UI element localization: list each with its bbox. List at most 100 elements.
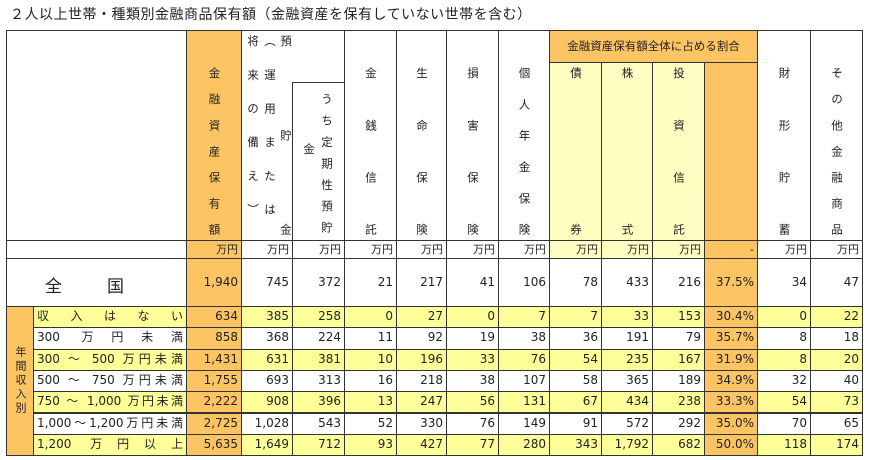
national-value: 78 <box>549 258 602 307</box>
table-cell: 35.7% <box>704 327 758 350</box>
table-cell: 79 <box>652 327 705 350</box>
table-cell: 22 <box>810 306 863 329</box>
row-label: 500 ～ 750 万円未満 <box>33 369 187 393</box>
table-cell: 330 <box>396 412 447 435</box>
national-value: 1,940 <box>186 258 242 307</box>
table-cell: 1,649 <box>241 433 293 457</box>
table-cell: 73 <box>810 391 863 414</box>
table-cell: 34.9% <box>704 369 758 393</box>
table-cell: 572 <box>601 412 653 435</box>
row-label: 1,200 万円以上 <box>33 433 187 457</box>
table-cell: 368 <box>241 327 293 350</box>
unit-label: 万円 <box>396 240 447 259</box>
table-cell: 38 <box>446 369 499 393</box>
table-cell: 93 <box>344 433 397 457</box>
table-cell: 36 <box>549 327 602 350</box>
table-cell: 191 <box>601 327 653 350</box>
table-cell: 33 <box>601 306 653 329</box>
unit-label: - <box>704 240 758 259</box>
header-label: 個人年金保険 <box>517 67 532 235</box>
header-label: 財形貯蓄 <box>777 67 792 235</box>
header-label: （運用または <box>263 35 277 215</box>
national-value: 745 <box>241 258 293 307</box>
table-cell: 385 <box>241 306 293 329</box>
table-cell: 76 <box>498 348 550 371</box>
unit-label: 万円 <box>446 240 499 259</box>
header-label: 株式 <box>620 67 635 235</box>
table-cell: 396 <box>292 391 345 414</box>
unit-label: 万円 <box>810 240 863 259</box>
header-label: 損害保険 <box>466 67 480 235</box>
national-value: 217 <box>396 258 447 307</box>
table-cell: 33 <box>446 348 499 371</box>
row-label: 750 ～ 1,000 万円未満 <box>33 391 187 414</box>
table-cell: 238 <box>652 391 705 414</box>
header-time-deposits: うち定期性預貯金 <box>292 82 345 241</box>
header-savings-plan: 財形貯蓄 <box>757 30 811 241</box>
table-cell: 70 <box>757 412 811 435</box>
unit-label: 万円 <box>757 240 811 259</box>
table-cell: 381 <box>292 348 345 371</box>
header-label: うち定期性預貯 <box>320 93 334 233</box>
unit-label: 万円 <box>241 240 293 259</box>
page-title: ２人以上世帯・種類別金融商品保有額（金融資産を保有していない世帯を含む） <box>10 7 532 23</box>
group-label-text: 年間収入別 <box>14 346 27 417</box>
national-value: 372 <box>292 258 345 307</box>
table-cell: 1,028 <box>241 412 293 435</box>
header-label: 投資信託 <box>672 67 686 235</box>
unit-label: 万円 <box>186 240 242 259</box>
table-cell: 0 <box>446 306 499 329</box>
table-cell: 18 <box>810 327 863 350</box>
table-cell: 682 <box>652 433 705 457</box>
row-label: 1,000～1,200万円未満 <box>33 412 187 435</box>
table-cell: 40 <box>810 369 863 393</box>
table-cell: 19 <box>446 327 499 350</box>
table-cell: 11 <box>344 327 397 350</box>
table-cell: 91 <box>549 412 602 435</box>
table-cell: 92 <box>396 327 447 350</box>
header-nonlife-insurance: 損害保険 <box>446 30 499 241</box>
table-cell: 2,725 <box>186 412 242 435</box>
header-label: 債券 <box>569 67 583 235</box>
header-bonds: 債券 <box>549 62 602 241</box>
table-cell: 38 <box>498 327 550 350</box>
table-cell: 27 <box>396 306 447 329</box>
table-cell: 693 <box>241 369 293 393</box>
table-cell: 50.0% <box>704 433 758 457</box>
table-cell: 20 <box>810 348 863 371</box>
row-label: 300 ～ 500 万円未満 <box>33 348 187 371</box>
table-cell: 292 <box>652 412 705 435</box>
table-cell: 13 <box>344 391 397 414</box>
national-value: 21 <box>344 258 397 307</box>
header-label: 金融資産保有額 <box>207 67 222 235</box>
header-share-group: 金融資産保有額全体に占める割合 <box>549 30 758 63</box>
unit-corner <box>6 240 187 259</box>
table-cell: 30.4% <box>704 306 758 329</box>
header-label: 金 <box>302 143 316 155</box>
header-other: その他金融商品 <box>810 30 863 241</box>
table-cell: 52 <box>344 412 397 435</box>
table-cell: 77 <box>446 433 499 457</box>
table-cell: 67 <box>549 391 602 414</box>
header-stocks: 株式 <box>601 62 653 241</box>
table-cell: 58 <box>549 369 602 393</box>
header-label: 預貯金 <box>279 35 293 235</box>
table-cell: 54 <box>549 348 602 371</box>
unit-label: 万円 <box>498 240 550 259</box>
table-cell: 32 <box>757 369 811 393</box>
table-cell: 343 <box>549 433 602 457</box>
table-cell: 35.0% <box>704 412 758 435</box>
row-label: 300 万円未満 <box>33 327 187 350</box>
table-cell: 712 <box>292 433 345 457</box>
unit-label: 万円 <box>652 240 705 259</box>
header-money-trust: 金銭信託 <box>344 30 397 241</box>
table-cell: 167 <box>652 348 705 371</box>
header-corner <box>6 30 187 259</box>
table-cell: 427 <box>396 433 447 457</box>
header-label: 金銭信託 <box>364 67 378 235</box>
group-label-income: 年間収入別 <box>6 306 34 457</box>
table-cell: 634 <box>186 306 242 329</box>
national-value: 216 <box>652 258 705 307</box>
table-cell: 0 <box>344 306 397 329</box>
unit-label: 万円 <box>601 240 653 259</box>
